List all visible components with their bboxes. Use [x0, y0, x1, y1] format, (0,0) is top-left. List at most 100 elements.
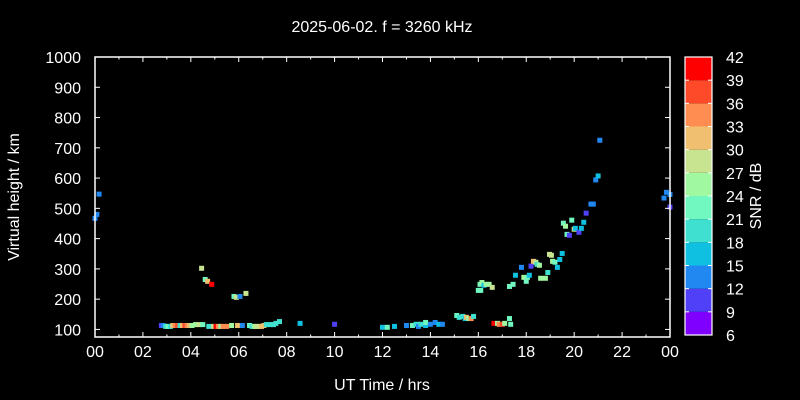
colorbar-tick-label: 30: [726, 143, 744, 160]
colorbar-tick-label: 24: [726, 189, 744, 206]
data-point: [471, 313, 477, 319]
y-tick-label: 200: [54, 292, 81, 309]
data-point: [554, 264, 560, 270]
data-point: [552, 259, 558, 265]
data-point: [384, 324, 390, 330]
colorbar-band: [685, 57, 712, 81]
colorbar-band: [685, 149, 712, 173]
data-point: [243, 290, 249, 296]
colorbar-band: [685, 196, 712, 220]
y-tick-label: 600: [54, 171, 81, 188]
data-point: [506, 283, 512, 289]
data-point: [418, 321, 424, 327]
colorbar-tick-label: 18: [726, 235, 744, 252]
data-point: [423, 322, 429, 328]
colorbar-tick-label: 15: [726, 259, 744, 276]
data-point: [297, 320, 303, 326]
colorbar-tick-label: 36: [726, 96, 744, 113]
data-point: [239, 322, 245, 328]
y-tick-label: 800: [54, 111, 81, 128]
chart-title: 2025-06-02. f = 3260 kHz: [291, 19, 472, 36]
data-point: [502, 320, 508, 326]
colorbar-tick-label: 12: [726, 282, 744, 299]
data-point: [237, 293, 243, 299]
data-point: [518, 264, 524, 270]
colorbar-tick-label: 33: [726, 120, 744, 137]
x-tick-label: 04: [182, 344, 200, 361]
colorbar-tick-label: 6: [726, 328, 735, 345]
colorbar-band: [685, 80, 712, 104]
data-point: [528, 263, 534, 269]
x-tick-label: 18: [517, 344, 535, 361]
colorbar-band: [685, 265, 712, 289]
data-points: [92, 137, 673, 330]
data-point: [583, 210, 589, 216]
data-point: [205, 278, 211, 284]
data-point: [267, 322, 273, 328]
data-point: [593, 177, 599, 183]
data-point: [229, 322, 235, 328]
data-point: [403, 322, 409, 328]
data-point: [572, 225, 578, 231]
data-point: [200, 322, 206, 328]
data-point: [439, 321, 445, 327]
y-tick-label: 100: [54, 322, 81, 339]
data-point: [196, 322, 202, 328]
y-tick-label: 300: [54, 262, 81, 279]
colorbar-band: [685, 103, 712, 127]
data-point: [273, 320, 279, 326]
data-point: [436, 321, 442, 327]
data-point: [409, 322, 415, 328]
data-point: [489, 284, 495, 290]
plot-frame: [94, 56, 671, 338]
data-point: [576, 229, 582, 235]
x-tick-label: 14: [422, 344, 440, 361]
colorbar-tick-label: 9: [726, 305, 735, 322]
data-point: [548, 252, 554, 258]
data-point: [491, 320, 497, 326]
colorbar-tick-label: 39: [726, 73, 744, 90]
data-point: [536, 262, 542, 268]
data-point: [193, 322, 199, 328]
data-point: [559, 250, 565, 256]
colorbar-band: [685, 288, 712, 312]
colorbar: 42 39 36 33 30 27 24 21 18 15 12 9 6: [684, 50, 744, 345]
y-tick-label: 700: [54, 141, 81, 158]
x-tick-label: 22: [613, 344, 631, 361]
x-tick-label: 16: [469, 344, 487, 361]
x-tick-label: 08: [278, 344, 296, 361]
x-tick-label: 10: [326, 344, 344, 361]
y-tick-label: 400: [54, 232, 81, 249]
data-point: [206, 323, 212, 329]
data-point: [512, 272, 518, 278]
x-tick-label: 00: [86, 344, 104, 361]
x-tick-label: 02: [134, 344, 152, 361]
data-point: [663, 189, 669, 195]
data-point: [595, 173, 601, 179]
colorbar-band: [685, 219, 712, 243]
y-tick-label: 500: [54, 201, 81, 218]
data-point: [189, 322, 195, 328]
data-point: [423, 319, 429, 325]
data-point: [557, 257, 563, 263]
data-point: [199, 265, 205, 271]
data-point: [560, 220, 566, 226]
data-point: [483, 281, 489, 287]
data-point: [486, 281, 492, 287]
colorbar-tick-label: 27: [726, 166, 744, 183]
data-point: [224, 323, 230, 329]
data-point: [276, 319, 282, 325]
colorbar-band: [685, 311, 712, 335]
data-point: [456, 314, 462, 320]
y-tick-label: 900: [54, 80, 81, 97]
data-point: [506, 316, 512, 322]
colorbar-band: [685, 172, 712, 196]
data-point: [380, 324, 385, 330]
data-point: [523, 278, 529, 284]
data-point: [432, 319, 438, 325]
y-axis-label: Virtual height / km: [6, 133, 23, 261]
data-point: [661, 195, 667, 201]
data-point: [479, 280, 485, 286]
